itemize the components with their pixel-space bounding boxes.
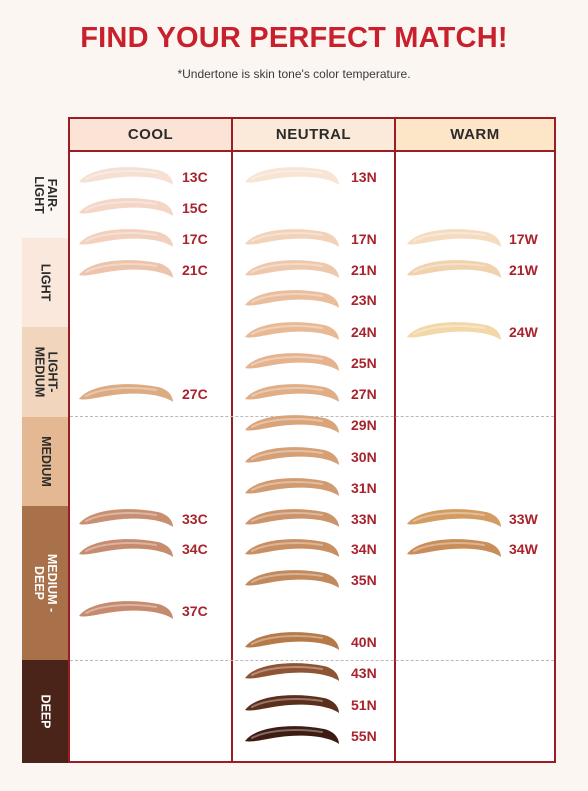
shade-swatch-21w — [404, 256, 504, 284]
shade-label-34c: 34C — [182, 541, 208, 557]
shade-label-24w: 24W — [509, 324, 538, 340]
row-divider — [70, 660, 554, 661]
shade-swatch-21n — [242, 256, 342, 284]
depth-band-label: MEDIUM — [38, 436, 53, 487]
shade-label-43n: 43N — [351, 665, 377, 681]
shade-swatch-17n — [242, 225, 342, 253]
shade-label-17w: 17W — [509, 231, 538, 247]
shade-label-33w: 33W — [509, 511, 538, 527]
page-title: FIND YOUR PERFECT MATCH! — [80, 22, 508, 54]
shade-label-30n: 30N — [351, 449, 377, 465]
depth-band-medium: MEDIUM — [22, 417, 68, 506]
shade-swatch-27n — [242, 380, 342, 408]
shade-swatch-30n — [242, 443, 342, 471]
column-divider — [231, 119, 233, 761]
shade-label-21c: 21C — [182, 262, 208, 278]
shade-swatch-13c — [76, 163, 176, 191]
shade-label-17n: 17N — [351, 231, 377, 247]
depth-band-medium-deep: MEDIUM - DEEP — [22, 506, 68, 660]
shade-label-33n: 33N — [351, 511, 377, 527]
shade-swatch-24n — [242, 318, 342, 346]
shade-swatch-33c — [76, 505, 176, 533]
depth-band-label: DEEP — [38, 694, 53, 729]
shade-label-55n: 55N — [351, 728, 377, 744]
shade-swatch-24w — [404, 318, 504, 346]
shade-swatch-21c — [76, 256, 176, 284]
depth-band-label: MEDIUM - DEEP — [32, 553, 60, 613]
column-divider — [394, 119, 396, 761]
header-rule — [70, 150, 554, 152]
depth-band-fair-light: FAIR- LIGHT — [22, 151, 68, 238]
shade-swatch-15c — [76, 194, 176, 222]
shade-label-21n: 21N — [351, 262, 377, 278]
depth-band-label: LIGHT — [38, 263, 53, 302]
shade-label-31n: 31N — [351, 480, 377, 496]
shade-swatch-33n — [242, 505, 342, 533]
shade-swatch-34n — [242, 535, 342, 563]
shade-swatch-37c — [76, 597, 176, 625]
shade-label-27c: 27C — [182, 386, 208, 402]
shade-swatch-23n — [242, 286, 342, 314]
shade-chart: COOL NEUTRAL WARM 13C 15C 17C 21C 27C 33C 34C 3… — [68, 117, 556, 763]
shade-label-25n: 25N — [351, 355, 377, 371]
shade-swatch-40n — [242, 628, 342, 656]
shade-label-13c: 13C — [182, 169, 208, 185]
depth-band-label: LIGHT- MEDIUM — [32, 346, 60, 398]
shade-swatch-17w — [404, 225, 504, 253]
shade-swatch-51n — [242, 691, 342, 719]
shade-label-21w: 21W — [509, 262, 538, 278]
depth-band-deep: DEEP — [22, 660, 68, 763]
shade-swatch-31n — [242, 474, 342, 502]
shade-swatch-33w — [404, 505, 504, 533]
shade-label-51n: 51N — [351, 697, 377, 713]
shade-swatch-13n — [242, 163, 342, 191]
shade-swatch-29n — [242, 411, 342, 439]
column-header-cool: COOL — [70, 119, 231, 150]
shade-label-13n: 13N — [351, 169, 377, 185]
shade-label-34n: 34N — [351, 541, 377, 557]
shade-swatch-35n — [242, 566, 342, 594]
shade-label-15c: 15C — [182, 200, 208, 216]
shade-swatch-34c — [76, 535, 176, 563]
shade-label-33c: 33C — [182, 511, 208, 527]
depth-band-light-medium: LIGHT- MEDIUM — [22, 327, 68, 417]
depth-band-light: LIGHT — [22, 238, 68, 327]
shade-label-35n: 35N — [351, 572, 377, 588]
depth-band-label: FAIR- LIGHT — [32, 175, 59, 214]
shade-label-29n: 29N — [351, 417, 377, 433]
shade-label-24n: 24N — [351, 324, 377, 340]
shade-label-23n: 23N — [351, 292, 377, 308]
shade-swatch-27c — [76, 380, 176, 408]
shade-swatch-43n — [242, 659, 342, 687]
undertone-note: *Undertone is skin tone's color temperat… — [177, 67, 411, 81]
column-header-neutral: NEUTRAL — [233, 119, 394, 150]
shade-label-40n: 40N — [351, 634, 377, 650]
shade-swatch-17c — [76, 225, 176, 253]
shade-label-17c: 17C — [182, 231, 208, 247]
shade-label-37c: 37C — [182, 603, 208, 619]
shade-label-34w: 34W — [509, 541, 538, 557]
shade-label-27n: 27N — [351, 386, 377, 402]
shade-swatch-55n — [242, 722, 342, 750]
shade-swatch-34w — [404, 535, 504, 563]
column-header-warm: WARM — [396, 119, 554, 150]
shade-swatch-25n — [242, 349, 342, 377]
